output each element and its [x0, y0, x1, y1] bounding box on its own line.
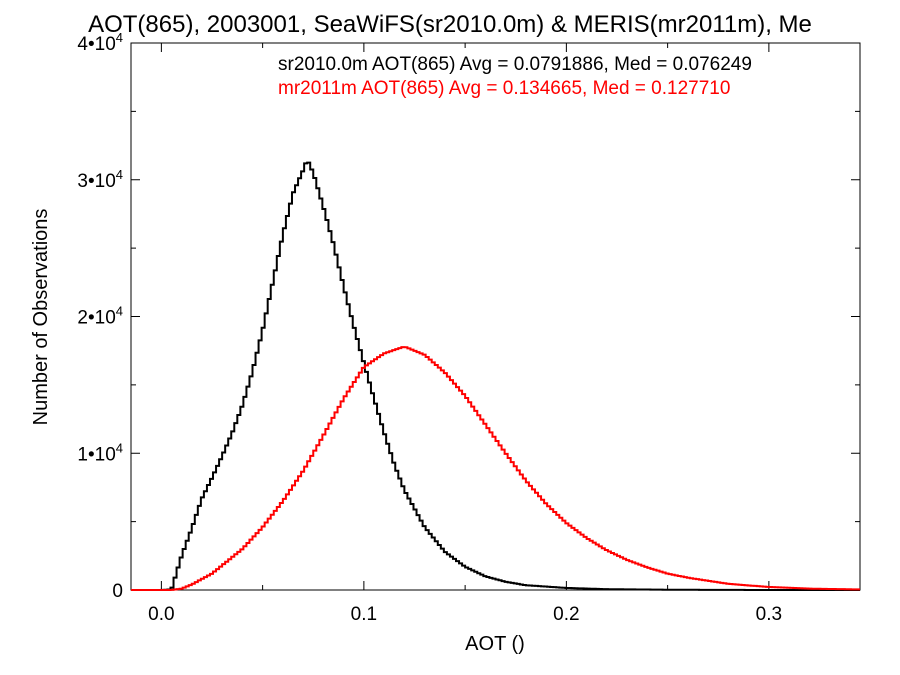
chart-title: AOT(865), 2003001, SeaWiFS(sr2010.0m) & … [88, 11, 812, 38]
y-axis-ticks [131, 42, 860, 591]
y-tick-label: 2•104 [77, 304, 123, 329]
y-tick-label-exponent: 4 [116, 30, 123, 45]
annotation-red-series-stats: mr2011m AOT(865) Avg = 0.134665, Med = 0… [278, 78, 730, 99]
y-tick-label-base: 2•10 [77, 308, 115, 329]
y-tick-label-exponent: 4 [116, 304, 123, 319]
annotation-black-series-stats: sr2010.0m AOT(865) Avg = 0.0791886, Med … [278, 54, 752, 75]
y-axis-label: Number of Observations [30, 209, 52, 426]
y-tick-label-base: 3•10 [77, 171, 115, 192]
y-tick-label: 3•104 [77, 167, 123, 192]
x-axis-tick-labels: 0.0 0.1 0.2 0.3 [148, 604, 782, 625]
y-tick-label-exponent: 4 [116, 440, 123, 455]
y-tick-label-exponent: 4 [116, 167, 123, 182]
x-axis-label: AOT () [465, 633, 525, 655]
series-layer [131, 161, 860, 591]
y-tick-label: 0 [112, 581, 123, 602]
y-tick-label: 1•104 [77, 440, 123, 465]
series-line-0 [131, 161, 860, 591]
x-tick-label: 0.0 [148, 604, 174, 625]
x-tick-label: 0.2 [553, 604, 579, 625]
y-tick-label-base: 1•10 [77, 444, 115, 465]
x-tick-label: 0.1 [351, 604, 377, 625]
y-tick-label-base: 4•10 [77, 34, 115, 55]
x-tick-label: 0.3 [756, 604, 782, 625]
plot-frame [130, 42, 861, 591]
series-line-1 [131, 346, 860, 591]
x-axis-ticks [160, 43, 770, 590]
y-tick-label: 4•104 [77, 30, 123, 55]
